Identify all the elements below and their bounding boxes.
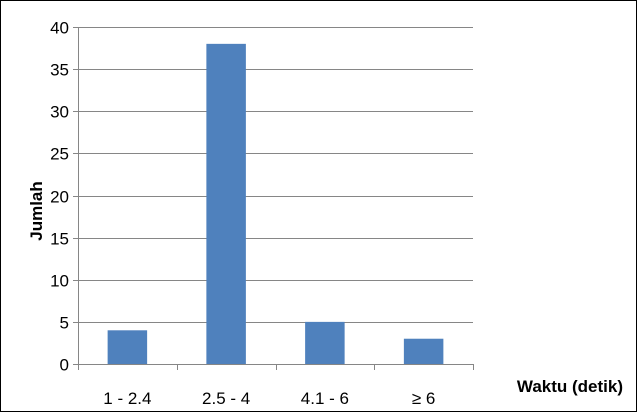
y-axis-title: Jumlah: [27, 181, 46, 241]
bar: [107, 330, 148, 364]
bar: [206, 43, 246, 364]
y-tick-label: 35: [50, 61, 69, 80]
bar: [403, 338, 444, 364]
y-tick-label: 30: [50, 103, 69, 122]
x-tick-labels: 1 - 2.4 2.5 - 4 4.1 - 6 ≥ 6: [103, 389, 435, 408]
x-axis-title: Waktu (detik): [517, 377, 623, 396]
y-tick-labels: 0 5 10 15 20 25 30 35 40: [50, 19, 69, 375]
x-tick-label: 4.1 - 6: [301, 389, 349, 408]
y-tick-label: 15: [50, 230, 69, 249]
bar: [305, 321, 345, 364]
axes: [73, 27, 474, 370]
y-tick-label: 0: [60, 356, 69, 375]
y-tick-label: 25: [50, 145, 69, 164]
bars: [107, 43, 444, 364]
gridlines: [78, 27, 473, 323]
y-tick-label: 5: [60, 314, 69, 333]
x-tick-label: ≥ 6: [412, 389, 436, 408]
y-tick-label: 10: [50, 272, 69, 291]
x-tick-label: 1 - 2.4: [103, 389, 151, 408]
x-tick-label: 2.5 - 4: [202, 389, 250, 408]
y-tick-label: 40: [50, 19, 69, 38]
y-tick-label: 20: [50, 188, 69, 207]
